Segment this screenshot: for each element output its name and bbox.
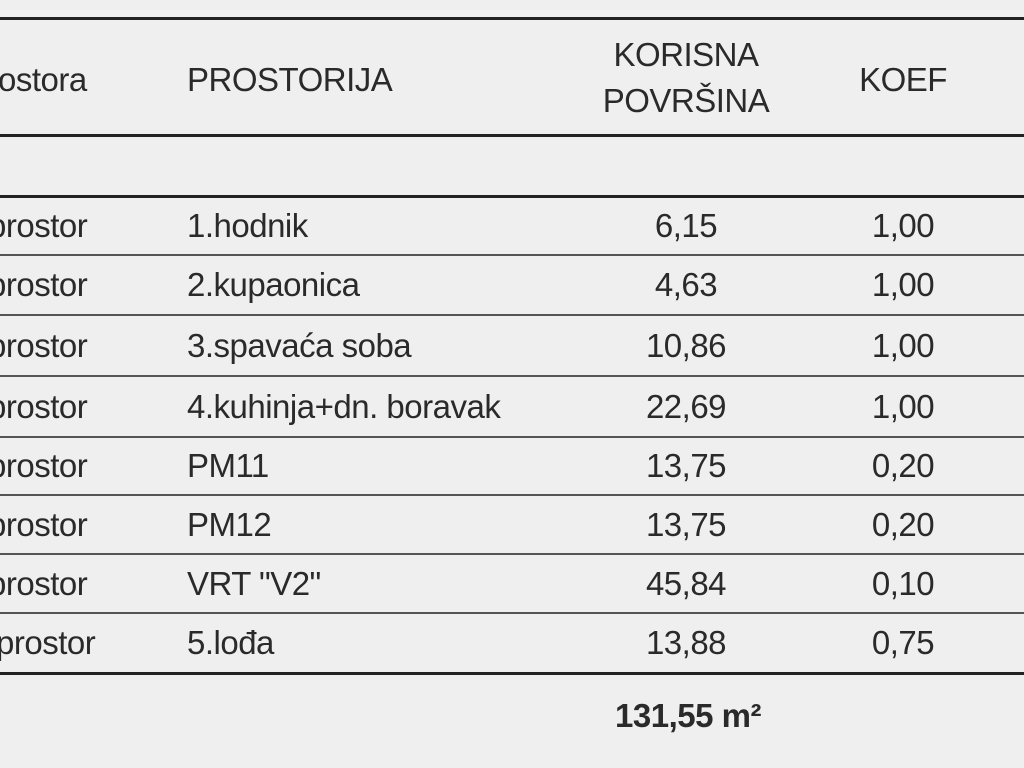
- row-rule: [0, 553, 1024, 555]
- cell: 1,00: [871, 207, 935, 244]
- cell: PM12: [187, 505, 272, 543]
- cell: 2.kupaonica: [187, 266, 360, 303]
- cell: 45,84: [645, 564, 727, 602]
- row-rule: [0, 494, 1024, 496]
- cell: prostor: [0, 447, 88, 484]
- cell: 0,20: [871, 447, 935, 484]
- cell: 13,88: [645, 624, 727, 661]
- cell: prostor: [0, 266, 88, 303]
- header-cell: KORISNA: [613, 36, 759, 73]
- cell: VRT "V2": [187, 564, 321, 602]
- rule: [0, 134, 1024, 137]
- rule: [0, 195, 1024, 198]
- cell: 4.kuhinja+dn. boravak: [187, 387, 501, 425]
- header-cell: ostora: [0, 61, 87, 98]
- total: 131,55 m²: [615, 697, 761, 734]
- header-cell: POVRŠINA: [602, 82, 770, 119]
- cell: 0,75: [871, 624, 935, 661]
- cell: 0,20: [871, 505, 935, 543]
- cell: PM11: [187, 447, 269, 484]
- cell: prostor: [0, 326, 88, 364]
- cell: 4,63: [654, 266, 718, 303]
- cell: 1,00: [871, 266, 935, 303]
- cell: 22,69: [645, 387, 727, 425]
- cell: 10,86: [645, 326, 727, 364]
- header-cell: KOEF: [859, 61, 947, 98]
- row-rule: [0, 436, 1024, 438]
- cell: 13,75: [645, 447, 727, 484]
- cell: prostor: [0, 624, 96, 661]
- cell: 1,00: [871, 387, 935, 425]
- rule: [0, 17, 1024, 20]
- row-rule: [0, 612, 1024, 614]
- cell: prostor: [0, 505, 88, 543]
- row-rule: [0, 672, 1024, 675]
- row-rule: [0, 314, 1024, 316]
- row-rule: [0, 375, 1024, 377]
- row-rule: [0, 254, 1024, 256]
- cell: 3.spavaća soba: [187, 326, 412, 364]
- header-cell: PROSTORIJA: [187, 61, 393, 98]
- cell: prostor: [0, 207, 88, 244]
- cell: 0,10: [871, 564, 935, 602]
- cell: 13,75: [645, 505, 727, 543]
- cell: 6,15: [654, 207, 718, 244]
- cell: prostor: [0, 564, 88, 602]
- cell: 1.hodnik: [187, 207, 308, 244]
- cell: 1,00: [871, 326, 935, 364]
- cell: prostor: [0, 387, 88, 425]
- cell: 5.lođa: [187, 624, 274, 661]
